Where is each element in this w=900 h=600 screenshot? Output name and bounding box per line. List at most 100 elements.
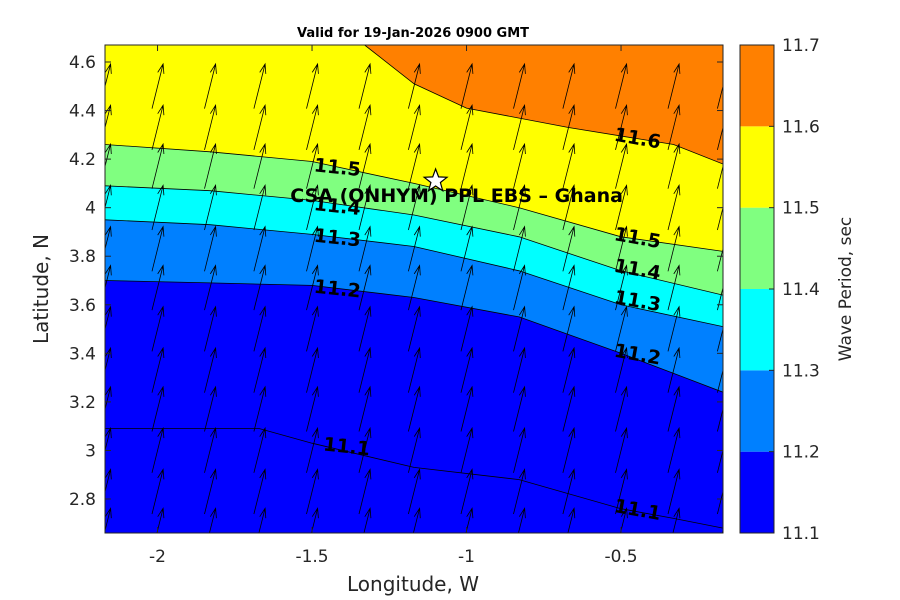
vector-arrow bbox=[253, 346, 267, 393]
vector-arrow bbox=[151, 62, 165, 109]
vector-arrow bbox=[105, 468, 112, 494]
vector-arrow bbox=[460, 426, 474, 473]
vector-arrow bbox=[667, 426, 681, 473]
vector-arrow bbox=[667, 225, 681, 272]
vector-arrow bbox=[306, 103, 319, 150]
vector-arrow bbox=[151, 426, 165, 473]
vector-arrow bbox=[513, 264, 526, 311]
vector-arrow bbox=[253, 385, 267, 432]
vector-arrow bbox=[204, 426, 217, 473]
vector-arrow bbox=[667, 468, 681, 515]
y-tick-label: 4 bbox=[85, 199, 96, 219]
vector-arrow bbox=[717, 113, 723, 150]
colorbar: 11.1 11.2 11.3 11.4 11.5 11.6 11.7 bbox=[739, 36, 820, 544]
vector-arrow bbox=[562, 142, 576, 189]
vector-arrow bbox=[151, 468, 165, 515]
vector-arrow bbox=[306, 346, 319, 393]
vector-arrow bbox=[717, 394, 723, 432]
vector-arrow bbox=[408, 426, 421, 473]
vector-arrow bbox=[408, 264, 421, 311]
vector-arrow bbox=[204, 385, 217, 432]
vector-arrow bbox=[306, 385, 319, 432]
band-11.6-11.7 bbox=[364, 45, 723, 164]
y-tick-label: 2.8 bbox=[69, 490, 96, 510]
vector-arrow bbox=[105, 225, 112, 251]
vector-arrow bbox=[105, 184, 112, 210]
vector-arrow bbox=[151, 346, 165, 393]
vector-arrow bbox=[615, 426, 628, 473]
vector-arrow bbox=[615, 225, 628, 272]
y-tick-label: 4.2 bbox=[69, 150, 96, 170]
contour-label: 11.2 bbox=[313, 276, 362, 303]
vector-arrow bbox=[667, 184, 681, 231]
vector-arrow bbox=[672, 507, 681, 533]
contour-label: 11.3 bbox=[313, 225, 362, 252]
vector-arrow bbox=[151, 385, 165, 432]
vector-arrow bbox=[105, 426, 112, 453]
vector-arrow bbox=[460, 346, 474, 393]
vector-arrow bbox=[358, 225, 372, 272]
vector-arrow bbox=[562, 184, 576, 231]
vector-arrow bbox=[408, 225, 421, 272]
contour-line-11.6 bbox=[364, 45, 723, 165]
colorbar-tick-label: 11.2 bbox=[782, 443, 820, 463]
vector-arrow bbox=[306, 184, 319, 231]
x-tick-label: -1 bbox=[458, 547, 475, 567]
vector-arrow bbox=[306, 264, 319, 311]
vector-arrow bbox=[562, 385, 576, 432]
vector-arrow bbox=[460, 184, 474, 231]
contour-line-11.4 bbox=[105, 185, 723, 296]
vector-arrow bbox=[306, 142, 319, 189]
colorbar-swatch-11.6 bbox=[740, 45, 774, 127]
vector-arrow bbox=[717, 477, 723, 515]
vector-arrow bbox=[306, 426, 319, 473]
colorbar-tick-label: 11.7 bbox=[782, 36, 820, 56]
vector-arrow bbox=[408, 468, 421, 515]
vector-arrow bbox=[151, 225, 165, 272]
contour-label: 11.5 bbox=[313, 154, 362, 181]
vector-arrow bbox=[358, 264, 372, 311]
vector-arrow bbox=[358, 385, 372, 432]
vector-arrow bbox=[105, 142, 112, 169]
colorbar-swatch-11.2 bbox=[740, 370, 774, 452]
y-tick-label: 3.4 bbox=[69, 344, 96, 364]
vector-arrow bbox=[567, 507, 576, 533]
vector-arrow bbox=[717, 273, 723, 311]
colorbar-tick-label: 11.1 bbox=[782, 524, 820, 544]
vector-arrow bbox=[204, 225, 217, 272]
vector-arrow bbox=[358, 305, 372, 352]
vector-arrow bbox=[513, 184, 526, 231]
vector-arrow bbox=[460, 305, 474, 352]
vector-arrow bbox=[204, 142, 217, 189]
vector-arrow bbox=[667, 385, 681, 432]
colorbar-swatch-11.1 bbox=[740, 451, 774, 533]
vector-arrow bbox=[253, 468, 267, 515]
vector-arrow bbox=[513, 468, 526, 515]
contour-label: 11.1 bbox=[322, 434, 371, 461]
vector-arrow bbox=[105, 507, 112, 533]
y-tick-label: 4.6 bbox=[69, 53, 96, 73]
vector-arrow bbox=[151, 264, 165, 311]
colorbar-swatch-11.4 bbox=[740, 207, 774, 289]
star-icon bbox=[422, 167, 449, 193]
x-tick-label: -0.5 bbox=[604, 547, 637, 567]
y-tick-label: 3.2 bbox=[69, 393, 96, 413]
vector-arrow bbox=[513, 426, 526, 473]
vector-arrow bbox=[513, 62, 526, 109]
vector-arrow bbox=[408, 385, 421, 432]
vector-arrow bbox=[615, 103, 628, 150]
vector-arrow bbox=[408, 62, 421, 109]
vector-arrow bbox=[258, 507, 267, 533]
vector-arrow bbox=[253, 103, 267, 150]
vector-arrow bbox=[667, 346, 681, 393]
vector-arrow bbox=[151, 142, 165, 189]
vector-arrow bbox=[151, 103, 165, 150]
y-tick-label: 3.6 bbox=[69, 296, 96, 316]
vector-arrow bbox=[562, 305, 576, 352]
y-tick-label: 3 bbox=[85, 441, 96, 461]
contour-line-11.3 bbox=[105, 219, 723, 327]
wave-direction-vectors bbox=[105, 62, 723, 533]
vector-arrow bbox=[717, 193, 723, 231]
colorbar-label: Wave Period, sec bbox=[836, 217, 856, 362]
